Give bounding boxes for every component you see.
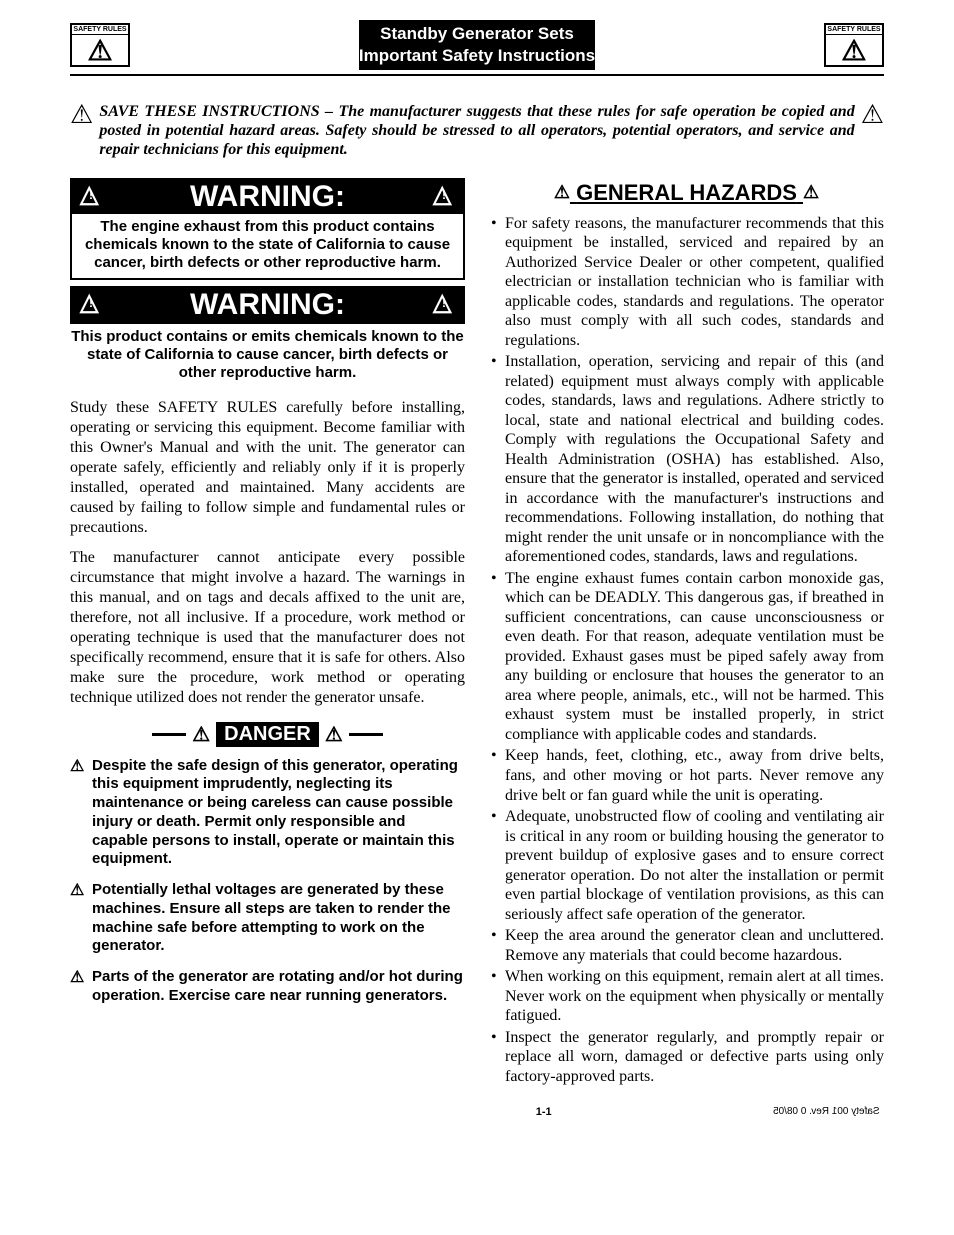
hazard-item: Inspect the generator regularly, and pro… <box>489 1028 884 1087</box>
warning-label: WARNING: <box>190 288 345 322</box>
header-title: Standby Generator Sets Important Safety … <box>359 23 595 67</box>
danger-item-text: Despite the safe design of this generato… <box>92 757 465 870</box>
warning-triangle-icon <box>80 184 102 210</box>
warning-triangle-icon: ⚠ <box>70 102 93 128</box>
page: SAFETY RULES ⚠ Standby Generator Sets Im… <box>0 0 954 1138</box>
intro-row: ⚠ SAVE THESE INSTRUCTIONS – The manufact… <box>70 102 884 160</box>
paragraph-2: The manufacturer cannot anticipate every… <box>70 548 465 708</box>
warning-1-body: The engine exhaust from this product con… <box>72 214 463 278</box>
header-divider <box>70 74 884 76</box>
danger-item-text: Potentially lethal voltages are generate… <box>92 881 465 956</box>
page-number: 1-1 <box>536 1106 552 1118</box>
hazard-item: Keep hands, feet, clothing, etc., away f… <box>489 746 884 805</box>
header-line2: Important Safety Instructions <box>359 46 595 65</box>
warning-box-1: WARNING: The engine exhaust from this pr… <box>70 178 465 280</box>
warning-triangle-icon <box>433 184 455 210</box>
warning-triangle-icon <box>433 292 455 318</box>
danger-item: ⚠ Potentially lethal voltages are genera… <box>70 881 465 956</box>
warning-triangle-icon: ⚠ <box>70 968 92 1006</box>
hazard-item: When working on this equipment, remain a… <box>489 967 884 1026</box>
hazard-item: The engine exhaust fumes contain carbon … <box>489 569 884 745</box>
warning-triangle-icon <box>80 292 102 318</box>
revision-text: Safety 001 Rev. 0 08/05 <box>773 1106 880 1118</box>
warning-triangle-icon: ⚠ <box>803 182 819 203</box>
warning-triangle-icon: ⚠ <box>70 757 92 870</box>
warning-triangle-icon: ⚠ <box>861 102 884 128</box>
danger-label: DANGER <box>216 722 319 747</box>
danger-lightning-icon: ⚠ <box>826 35 882 65</box>
danger-item: ⚠ Despite the safe design of this genera… <box>70 757 465 870</box>
two-column-layout: WARNING: The engine exhaust from this pr… <box>70 178 884 1089</box>
right-column: ⚠ GENERAL HAZARDS ⚠ For safety reasons, … <box>489 178 884 1089</box>
danger-heading: ⚠ DANGER ⚠ <box>70 722 465 747</box>
safety-rules-badge-right: SAFETY RULES ⚠ <box>824 23 884 67</box>
warning-triangle-icon: ⚠ <box>192 722 210 747</box>
danger-rule-right <box>349 733 383 736</box>
header-row: SAFETY RULES ⚠ Standby Generator Sets Im… <box>70 20 884 70</box>
warning-triangle-icon: ⚠ <box>325 722 343 747</box>
badge-label: SAFETY RULES <box>826 25 882 35</box>
general-hazards-heading: ⚠ GENERAL HAZARDS ⚠ <box>489 180 884 206</box>
intro-text: SAVE THESE INSTRUCTIONS – The manufactur… <box>93 102 860 160</box>
header-line1: Standby Generator Sets <box>380 24 574 43</box>
safety-rules-badge-left: SAFETY RULES ⚠ <box>70 23 130 67</box>
danger-item-text: Parts of the generator are rotating and/… <box>92 968 465 1006</box>
left-column: WARNING: The engine exhaust from this pr… <box>70 178 465 1089</box>
paragraph-1: Study these SAFETY RULES carefully befor… <box>70 398 465 538</box>
danger-item: ⚠ Parts of the generator are rotating an… <box>70 968 465 1006</box>
danger-rule-left <box>152 733 186 736</box>
warning-header: WARNING: <box>72 180 463 214</box>
danger-lightning-icon: ⚠ <box>72 35 128 65</box>
warning-triangle-icon: ⚠ <box>554 182 570 203</box>
warning-2-body: This product contains or emits chemicals… <box>70 324 465 388</box>
warning-triangle-icon: ⚠ <box>70 881 92 956</box>
page-footer: 1-1 Safety 001 Rev. 0 08/05 <box>70 1106 884 1118</box>
hazard-item: For safety reasons, the manufacturer rec… <box>489 214 884 351</box>
hazards-list: For safety reasons, the manufacturer rec… <box>489 214 884 1087</box>
hazard-item: Installation, operation, servicing and r… <box>489 352 884 567</box>
badge-label: SAFETY RULES <box>72 25 128 35</box>
hazard-item: Keep the area around the generator clean… <box>489 926 884 965</box>
header-title-bar: Standby Generator Sets Important Safety … <box>359 20 595 70</box>
warning-box-2: WARNING: This product contains or emits … <box>70 286 465 388</box>
warning-header: WARNING: <box>70 286 465 324</box>
hazard-item: Adequate, unobstructed flow of cooling a… <box>489 807 884 924</box>
hazards-title: GENERAL HAZARDS <box>576 180 797 205</box>
warning-label: WARNING: <box>190 180 345 214</box>
